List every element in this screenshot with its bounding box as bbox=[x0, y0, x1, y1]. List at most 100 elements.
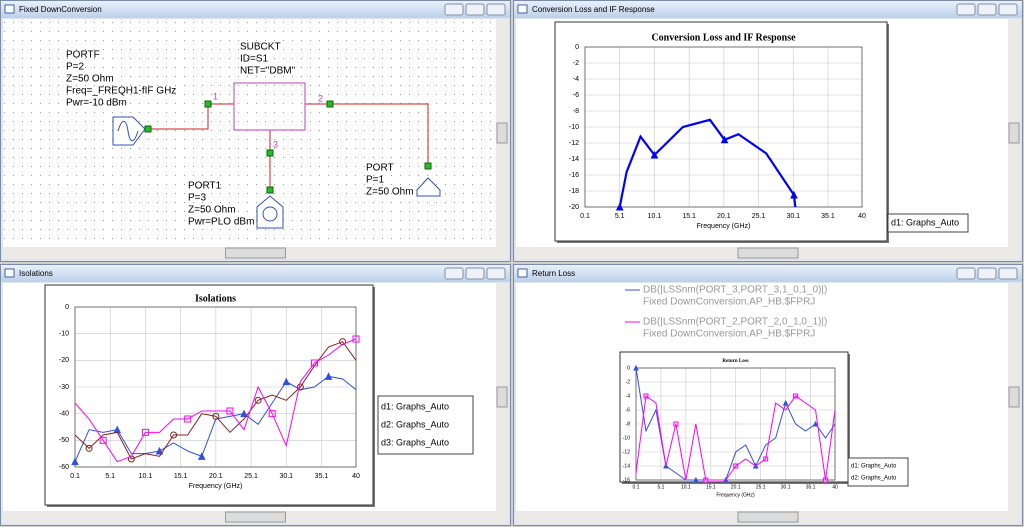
marker bbox=[170, 431, 178, 439]
window-max-button[interactable] bbox=[977, 267, 997, 280]
node bbox=[266, 149, 274, 157]
marker bbox=[673, 421, 679, 427]
window-max-button[interactable] bbox=[977, 3, 997, 16]
scroll-thumb[interactable] bbox=[1008, 386, 1020, 408]
wire bbox=[148, 103, 429, 190]
y-tick-label: -4 bbox=[573, 76, 579, 83]
chart-frame bbox=[44, 284, 374, 506]
marker bbox=[782, 399, 789, 406]
y-tick-label: -10 bbox=[569, 124, 579, 131]
legend-entry: d1: Graphs_Auto bbox=[891, 217, 959, 227]
scroll-thumb[interactable] bbox=[225, 511, 286, 523]
scroll-thumb[interactable] bbox=[496, 386, 508, 408]
y-tick-label: -2 bbox=[573, 60, 579, 67]
x-tick-label: 20.1 bbox=[209, 473, 223, 480]
x-tick-label: 20.1 bbox=[731, 484, 741, 490]
window-close-button[interactable] bbox=[998, 267, 1018, 280]
pin-number: 2 bbox=[318, 93, 323, 103]
window-close-button[interactable] bbox=[486, 3, 506, 16]
y-tick-label: 0 bbox=[65, 304, 69, 311]
window-min-button[interactable] bbox=[444, 3, 464, 16]
scroll-thumb[interactable] bbox=[1008, 122, 1020, 144]
marker bbox=[324, 372, 333, 380]
x-tick-label: 15.1 bbox=[706, 484, 716, 490]
trace-legend: DB(|LSSnm(PORT_3,PORT_3,1_0,1_0)|) bbox=[643, 285, 827, 296]
chart-title: Return Loss bbox=[722, 359, 748, 364]
series-line bbox=[635, 395, 836, 481]
schematic-label: Z=50 Ohm bbox=[366, 187, 414, 198]
marker bbox=[310, 359, 318, 367]
marker bbox=[212, 412, 220, 420]
window-close-button[interactable] bbox=[486, 267, 506, 280]
legend-entry: d1: Graphs_Auto bbox=[851, 464, 897, 470]
schematic-label: PORT1 bbox=[188, 181, 222, 192]
legend-box bbox=[887, 213, 969, 233]
plot-area bbox=[74, 306, 357, 468]
x-tick-label: 30.1 bbox=[279, 473, 293, 480]
y-tick-label: -12 bbox=[623, 449, 630, 455]
window-min-button[interactable] bbox=[956, 267, 976, 280]
marker bbox=[85, 444, 93, 452]
y-tick-label: -10 bbox=[623, 435, 630, 441]
y-tick-label: -8 bbox=[626, 421, 631, 427]
x-tick-label: 15.1 bbox=[682, 213, 696, 220]
chart-title: Isolations bbox=[195, 293, 236, 304]
y-tick-label: 0 bbox=[627, 365, 630, 371]
window-close-button[interactable] bbox=[998, 3, 1018, 16]
y-tick-label: 0 bbox=[575, 44, 579, 51]
scroll-thumb[interactable] bbox=[737, 247, 799, 259]
window-max-button[interactable] bbox=[465, 3, 485, 16]
window-min-button[interactable] bbox=[956, 3, 976, 16]
node bbox=[266, 186, 274, 194]
x-tick-label: 10.1 bbox=[139, 473, 153, 480]
chart-frame bbox=[554, 21, 888, 242]
schematic-label: NET="DBM" bbox=[240, 66, 296, 77]
legend-entry: d1: Graphs_Auto bbox=[381, 401, 449, 411]
marker bbox=[720, 135, 729, 144]
y-tick-label: -4 bbox=[626, 393, 631, 399]
schematic-label: P=1 bbox=[366, 175, 385, 186]
marker bbox=[282, 377, 291, 386]
window-max-button[interactable] bbox=[465, 267, 485, 280]
marker bbox=[197, 452, 206, 460]
scroll-thumb[interactable] bbox=[496, 122, 508, 144]
x-tick-label: 30.1 bbox=[786, 213, 800, 220]
window-title: Return Loss bbox=[532, 269, 575, 278]
schematic-label: PORT bbox=[366, 163, 394, 174]
marker bbox=[226, 407, 234, 415]
pin-number: 1 bbox=[213, 91, 218, 101]
port-symbol bbox=[256, 195, 284, 229]
window-icon bbox=[517, 4, 528, 14]
y-tick-label: -6 bbox=[573, 92, 579, 99]
schematic-label: Z=50 Ohm bbox=[188, 205, 236, 216]
scroll-thumb[interactable] bbox=[737, 511, 799, 523]
grid-dots bbox=[3, 19, 496, 247]
x-tick-label: 25.1 bbox=[752, 213, 766, 220]
x-tick-label: 20.1 bbox=[717, 213, 731, 220]
window-min-button[interactable] bbox=[444, 267, 464, 280]
marker bbox=[633, 364, 639, 371]
schematic-label: Pwr=PLO dBm bbox=[188, 217, 254, 228]
x-axis-label: Frequency (GHz) bbox=[697, 223, 751, 230]
marker bbox=[793, 393, 799, 399]
source-icon bbox=[262, 206, 278, 222]
chart-title: Conversion Loss and IF Response bbox=[651, 32, 796, 43]
schematic-label: P=3 bbox=[188, 193, 207, 204]
window-icon bbox=[4, 268, 15, 278]
y-tick-label: -20 bbox=[59, 357, 69, 364]
x-tick-label: 15.1 bbox=[174, 473, 188, 480]
x-tick-label: 25.1 bbox=[244, 473, 258, 480]
x-tick-label: 25.1 bbox=[756, 484, 766, 490]
legend-entry: d2: Graphs_Auto bbox=[851, 476, 897, 482]
y-tick-label: -60 bbox=[59, 464, 69, 471]
y-tick-label: -30 bbox=[59, 384, 69, 391]
scroll-thumb[interactable] bbox=[225, 247, 286, 259]
port-symbol bbox=[416, 177, 441, 197]
marker bbox=[733, 463, 739, 469]
x-tick-label: 0.1 bbox=[633, 484, 640, 490]
schematic-label: P=2 bbox=[66, 62, 85, 73]
marker bbox=[650, 150, 659, 159]
